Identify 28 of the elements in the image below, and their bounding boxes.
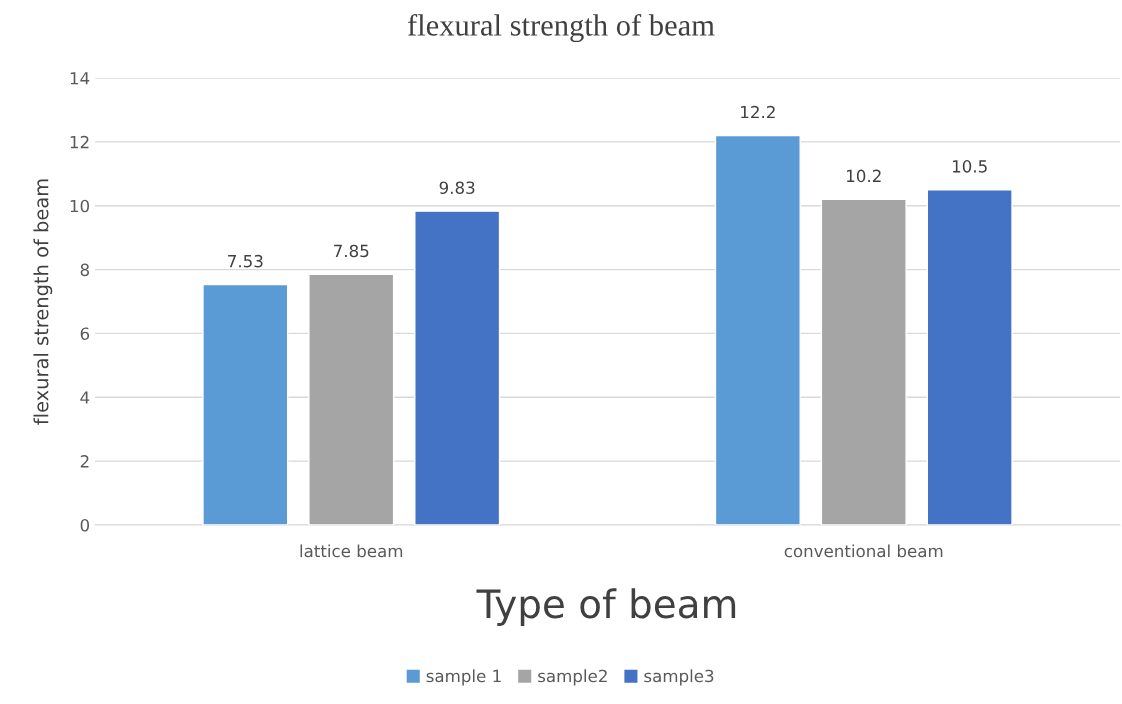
data-label: 9.83 xyxy=(439,181,475,195)
y-tick-label: 12 xyxy=(70,135,89,149)
legend-label: sample2 xyxy=(538,669,607,686)
y-tick-label: 10 xyxy=(70,199,90,213)
x-tick-label: lattice beam xyxy=(300,544,403,558)
y-tick-label: 14 xyxy=(70,72,90,85)
bar xyxy=(714,134,801,525)
data-label: 7.53 xyxy=(228,254,263,268)
legend-label: sample3 xyxy=(644,669,714,686)
y-tick-label: 0 xyxy=(80,518,90,532)
chart-title: flexural strength of beam xyxy=(407,13,715,43)
data-label: 10.2 xyxy=(847,169,881,183)
bar xyxy=(202,283,289,525)
bar xyxy=(926,189,1013,525)
bar xyxy=(414,210,501,525)
y-axis-title: flexural strength of beam xyxy=(33,179,53,425)
x-tick-label: conventional beam xyxy=(784,544,943,558)
data-label: 7.85 xyxy=(334,244,369,258)
data-label: 10.5 xyxy=(952,160,987,173)
y-tick-label: 4 xyxy=(80,391,90,404)
y-tick-label: 8 xyxy=(80,263,89,277)
legend-label: sample 1 xyxy=(426,669,501,686)
x-axis-title: Type of beam xyxy=(476,588,736,626)
data-label: 12.2 xyxy=(741,105,775,119)
y-tick-label: 2 xyxy=(80,455,89,468)
y-tick-label: 6 xyxy=(80,327,90,340)
bar xyxy=(820,198,907,525)
bar xyxy=(308,273,395,525)
